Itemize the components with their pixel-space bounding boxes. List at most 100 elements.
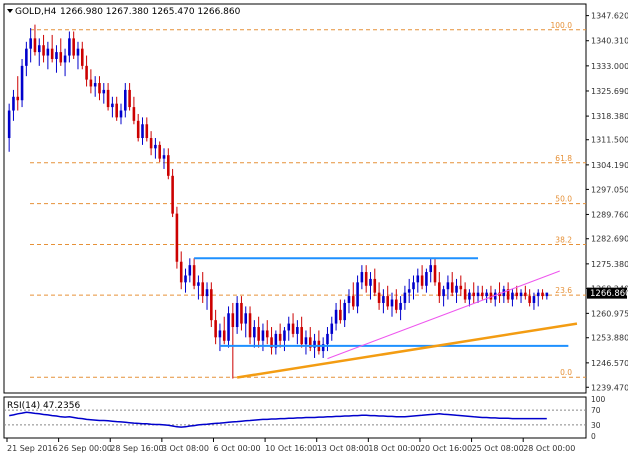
price-tick-label: 1318.380 [591, 112, 628, 121]
candle-body [468, 292, 471, 300]
candle-body [253, 327, 256, 338]
candle-body [377, 292, 381, 303]
candles [7, 24, 549, 379]
candle-body [330, 323, 334, 334]
candle-body [149, 138, 153, 149]
candle-body [197, 282, 200, 286]
candle-body [72, 38, 75, 56]
candle-body [545, 292, 549, 297]
candle-body [119, 110, 123, 118]
candle-body [257, 327, 260, 341]
candle-body [459, 285, 463, 290]
candle-body [493, 292, 497, 300]
price-tick-label: 1253.880 [591, 334, 628, 343]
candle-body [382, 296, 385, 303]
fibonacci-levels: 100.0 61.8 50.0 38.2 23.6 0.0 [30, 21, 586, 378]
time-tick-label: 28 Oct 00:00 [523, 444, 575, 453]
candle-body [515, 292, 519, 297]
candle-body [68, 38, 71, 56]
rsi-panel [3, 396, 587, 439]
candle-body [29, 38, 32, 49]
candle-body [343, 302, 346, 321]
candle-body [227, 313, 230, 341]
current-price-label: 1266.860 [590, 289, 628, 299]
price-panel [3, 3, 587, 394]
candle-body [304, 337, 308, 345]
candle-body [214, 320, 217, 338]
time-tick-label: 25 Oct 08:00 [472, 444, 524, 453]
candle-body [235, 302, 239, 328]
time-tick-label: 10 Oct 16:00 [265, 444, 317, 453]
price-tick-label: 1239.470 [591, 383, 628, 392]
current-price-marker: 1266.860 [587, 287, 628, 299]
candle-body [141, 124, 144, 139]
price-tick-label: 1260.975 [591, 309, 628, 318]
candle-body [93, 83, 97, 87]
candle-body [313, 340, 316, 348]
candle-body [403, 292, 407, 303]
candle-body [481, 292, 484, 297]
candle-body [532, 296, 536, 303]
candle-body [50, 48, 54, 59]
candle-body [201, 282, 205, 297]
price-tick-label: 1340.310 [591, 37, 628, 46]
candle-body [506, 289, 510, 300]
candle-body [240, 302, 243, 324]
fib-label: 23.6 [555, 286, 572, 295]
candle-body [308, 337, 312, 348]
candle-body [536, 292, 540, 297]
candle-body [158, 144, 161, 159]
candle-body [244, 313, 248, 324]
candle-body [162, 155, 166, 159]
price-tick-label: 1282.690 [591, 235, 628, 244]
candle-body [33, 38, 37, 53]
symbol-label: GOLD,H4 [15, 7, 57, 17]
candle-body [455, 285, 458, 293]
candle-body [265, 330, 269, 338]
candle-body [222, 330, 226, 341]
candle-body [89, 79, 93, 87]
time-tick-label: 6 Oct 00:00 [213, 444, 260, 453]
candle-body [205, 289, 209, 297]
candle-body [210, 289, 213, 321]
candle-body [59, 52, 63, 63]
rsi-tick-label: 30 [591, 421, 601, 430]
candle-body [218, 330, 222, 338]
candle-body [399, 302, 402, 310]
price-tick-label: 1333.000 [591, 62, 628, 71]
chart-header: GOLD,H4 1266.980 1267.380 1265.470 1266.… [7, 7, 241, 17]
candle-body [274, 333, 278, 348]
price-tick-label: 1311.500 [591, 136, 628, 145]
candle-body [270, 337, 273, 348]
candle-body [420, 275, 424, 286]
candle-body [412, 282, 415, 290]
candle-body [63, 55, 67, 63]
candle-body [339, 309, 342, 321]
candle-body [85, 65, 88, 80]
candle-body [231, 313, 235, 328]
candle-body [519, 292, 523, 297]
candle-body [528, 296, 531, 303]
candle-body [498, 292, 501, 297]
candle-body [25, 48, 28, 66]
candle-body [124, 89, 127, 111]
time-tick-label: 13 Oct 08:00 [317, 444, 369, 453]
candle-body [261, 330, 265, 341]
candle-body [102, 89, 106, 94]
candle-body [145, 124, 149, 139]
candle-body [111, 103, 114, 108]
candle-body [136, 120, 140, 139]
candle-body [450, 282, 454, 293]
candle-body [20, 65, 24, 101]
candle-body [429, 265, 432, 273]
candle-body [132, 107, 136, 121]
current-price-box [587, 287, 627, 299]
candle-body [395, 299, 398, 310]
candle-body [46, 48, 50, 56]
candle-body [356, 282, 359, 307]
candle-body [42, 45, 45, 56]
rsi-tick-label: 0 [591, 432, 596, 441]
candle-body [390, 299, 394, 307]
candle-body [175, 213, 179, 262]
